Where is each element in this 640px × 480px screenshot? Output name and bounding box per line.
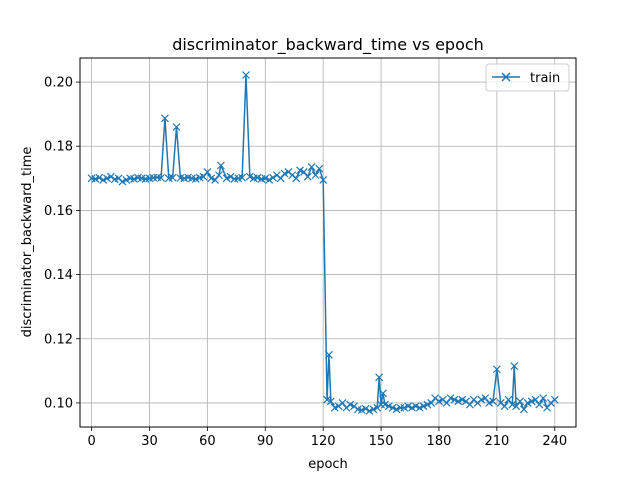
data-point bbox=[319, 176, 328, 184]
plot-frame bbox=[79, 57, 577, 428]
data-point bbox=[160, 114, 169, 123]
x-tick-label: 90 bbox=[257, 434, 274, 449]
y-axis: 0.10 0.12 0.14 0.16 0.18 0.20 bbox=[44, 76, 80, 411]
data-point bbox=[481, 394, 490, 403]
data-point bbox=[199, 172, 208, 181]
data-point bbox=[519, 405, 528, 414]
data-point bbox=[265, 176, 274, 184]
y-tick-label: 0.18 bbox=[44, 140, 73, 155]
x-axis: 0 30 60 90 120 150 180 210 240 bbox=[87, 427, 567, 449]
legend-box bbox=[485, 63, 570, 92]
data-point bbox=[531, 395, 540, 404]
x-tick-label: 0 bbox=[87, 434, 95, 449]
legend-marker bbox=[501, 72, 511, 82]
data-point bbox=[427, 399, 436, 407]
x-tick-label: 60 bbox=[199, 434, 216, 449]
data-point bbox=[504, 395, 513, 404]
data-point bbox=[375, 373, 384, 382]
data-point bbox=[315, 164, 324, 173]
legend: train bbox=[485, 63, 570, 92]
data-point bbox=[242, 71, 250, 79]
data-point bbox=[216, 161, 225, 170]
data-point bbox=[512, 402, 521, 411]
data-point bbox=[292, 174, 301, 183]
data-point bbox=[516, 397, 524, 406]
data-point bbox=[95, 173, 104, 182]
y-tick-label: 0.14 bbox=[44, 268, 73, 283]
x-tick-label: 210 bbox=[484, 434, 509, 449]
data-point bbox=[379, 389, 387, 398]
y-tick-label: 0.12 bbox=[44, 332, 73, 347]
data-point bbox=[226, 172, 235, 181]
data-point bbox=[106, 172, 115, 181]
x-tick-label: 150 bbox=[369, 434, 394, 449]
data-point bbox=[361, 404, 370, 413]
data-point bbox=[172, 123, 181, 131]
y-tick-label: 0.10 bbox=[44, 396, 73, 411]
chart-title: discriminator_backward_time vs epoch bbox=[172, 35, 484, 55]
data-point bbox=[168, 173, 177, 182]
data-point bbox=[543, 403, 551, 412]
data-point bbox=[539, 394, 548, 403]
grid bbox=[80, 58, 576, 427]
data-point bbox=[338, 399, 347, 407]
data-point bbox=[311, 171, 320, 180]
legend-label: train bbox=[530, 71, 560, 86]
data-point bbox=[510, 362, 519, 370]
x-tick-label: 30 bbox=[141, 434, 158, 449]
data-point bbox=[269, 173, 277, 182]
data-point bbox=[303, 172, 312, 181]
data-point bbox=[500, 402, 509, 411]
data-point bbox=[465, 400, 474, 409]
data-point bbox=[550, 395, 559, 404]
data-point bbox=[215, 171, 223, 180]
data-point bbox=[276, 174, 285, 183]
x-tick-label: 180 bbox=[427, 434, 452, 449]
data-point bbox=[307, 163, 316, 172]
data-point bbox=[299, 167, 308, 176]
x-axis-label: epoch bbox=[308, 457, 348, 472]
data-point bbox=[211, 176, 220, 184]
y-axis-label: discriminator_backward_time bbox=[20, 147, 35, 338]
series-layer bbox=[87, 71, 559, 415]
x-tick-label: 240 bbox=[542, 434, 567, 449]
data-point bbox=[203, 167, 212, 176]
y-tick-label: 0.20 bbox=[44, 76, 73, 91]
x-tick-label: 120 bbox=[311, 434, 336, 449]
y-tick-label: 0.16 bbox=[44, 204, 73, 219]
data-point bbox=[326, 397, 335, 406]
data-point bbox=[492, 365, 501, 374]
data-point bbox=[442, 399, 451, 407]
data-point bbox=[325, 350, 333, 359]
data-point bbox=[535, 400, 544, 409]
data-point bbox=[489, 397, 497, 406]
data-point bbox=[157, 174, 165, 182]
data-point bbox=[238, 173, 247, 182]
